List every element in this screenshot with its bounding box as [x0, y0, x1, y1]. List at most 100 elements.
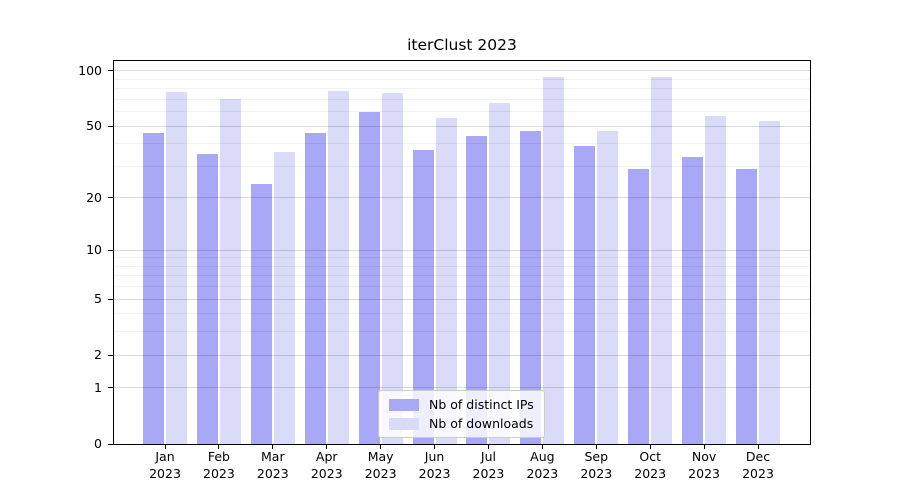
- legend: Nb of distinct IPs Nb of downloads: [378, 390, 545, 438]
- x-tick-mark: [434, 445, 436, 449]
- x-tick-label: May 2023: [349, 449, 413, 482]
- x-tick-label-month: May: [367, 449, 394, 464]
- x-tick-mark: [487, 445, 489, 449]
- y-tick-label: 2: [94, 347, 102, 363]
- bar-downloads-jul: [489, 102, 511, 444]
- x-tick-label-year: 2023: [526, 465, 559, 481]
- x-tick-label-month: Jun: [424, 449, 445, 464]
- gridline-major: [114, 70, 810, 72]
- x-tick-mark: [541, 445, 543, 449]
- bar-downloads-aug: [543, 77, 565, 444]
- bar-downloads-nov: [705, 115, 727, 444]
- bar-downloads-apr: [327, 90, 349, 444]
- x-tick-label-month: Mar: [261, 449, 285, 464]
- legend-item-downloads: Nb of downloads: [387, 414, 536, 433]
- gridline-minor: [114, 98, 810, 100]
- bar-downloads-oct: [651, 77, 673, 444]
- y-tick-label: 10: [86, 242, 102, 258]
- x-tick-label-year: 2023: [149, 465, 181, 481]
- x-tick-label-month: Feb: [207, 449, 230, 464]
- x-tick-label: Nov 2023: [672, 449, 736, 482]
- bar-distinct-ips-jul: [466, 136, 488, 444]
- y-tick-mark: [108, 249, 113, 251]
- x-tick-mark: [649, 445, 651, 449]
- x-tick-label-year: 2023: [418, 465, 451, 481]
- bar-distinct-ips-aug: [520, 130, 542, 444]
- x-tick-label-year: 2023: [203, 465, 235, 481]
- x-tick-label-year: 2023: [742, 465, 774, 481]
- y-tick-mark: [108, 298, 113, 300]
- x-tick-label-year: 2023: [310, 465, 343, 481]
- y-tick-mark: [108, 70, 113, 72]
- y-tick-mark: [108, 197, 113, 199]
- x-tick-label: Dec 2023: [726, 449, 790, 482]
- bar-distinct-ips-feb: [196, 154, 218, 444]
- x-tick-label-month: Dec: [745, 449, 771, 464]
- x-tick-mark: [595, 445, 597, 449]
- bar-distinct-ips-mar: [250, 183, 272, 444]
- bar-distinct-ips-may: [358, 111, 380, 444]
- bar-downloads-feb: [219, 99, 241, 444]
- bar-downloads-mar: [273, 152, 295, 444]
- bar-distinct-ips-jun: [412, 149, 434, 444]
- gridline-minor: [114, 88, 810, 90]
- x-tick-label: Feb 2023: [187, 449, 251, 482]
- x-tick-label-year: 2023: [364, 465, 397, 481]
- x-tick-mark: [326, 445, 328, 449]
- y-tick-label: 0: [94, 436, 102, 451]
- x-tick-label-month: Jul: [480, 449, 496, 464]
- x-tick-mark: [272, 445, 274, 449]
- x-tick-label: Jan 2023: [133, 449, 197, 482]
- x-tick-label-month: Nov: [691, 449, 717, 464]
- legend-label-distinct-ips: Nb of distinct IPs: [429, 397, 534, 412]
- bar-downloads-may: [381, 92, 403, 444]
- x-tick-mark: [757, 445, 759, 449]
- bar-downloads-sep: [597, 130, 619, 444]
- x-tick-mark: [703, 445, 705, 449]
- x-tick-label: Jun 2023: [403, 449, 467, 482]
- x-tick-label: Apr 2023: [295, 449, 359, 482]
- bar-distinct-ips-dec: [736, 168, 757, 444]
- bar-downloads-jan: [166, 91, 187, 444]
- chart-title: iterClust 2023: [407, 36, 517, 54]
- x-tick-label-month: Apr: [315, 449, 338, 464]
- x-tick-label-year: 2023: [634, 465, 667, 481]
- x-tick-label: Oct 2023: [618, 449, 682, 482]
- legend-swatch-distinct-ips: [389, 398, 419, 411]
- legend-label-downloads: Nb of downloads: [429, 416, 534, 431]
- legend-item-distinct-ips: Nb of distinct IPs: [387, 395, 536, 414]
- x-tick-label: Mar 2023: [241, 449, 305, 482]
- x-tick-mark: [164, 445, 166, 449]
- bar-distinct-ips-sep: [574, 145, 596, 444]
- x-tick-label-year: 2023: [256, 465, 289, 481]
- y-tick-label: 100: [78, 62, 102, 78]
- y-tick-label: 5: [94, 291, 102, 307]
- x-tick-label: Aug 2023: [510, 449, 574, 482]
- y-tick-label: 1: [94, 379, 102, 395]
- y-tick-mark: [108, 125, 113, 127]
- x-tick-label-month: Oct: [639, 449, 661, 464]
- bar-distinct-ips-jan: [143, 132, 164, 444]
- y-tick-mark: [108, 354, 113, 356]
- bar-downloads-dec: [759, 121, 780, 444]
- y-tick-label: 50: [86, 118, 102, 134]
- y-tick-mark: [108, 443, 113, 445]
- x-tick-label-month: Aug: [530, 449, 555, 464]
- x-tick-mark: [218, 445, 220, 449]
- gridline-minor: [114, 111, 810, 113]
- y-tick-label: 20: [86, 189, 102, 205]
- x-tick-label-year: 2023: [688, 465, 720, 481]
- x-tick-label-year: 2023: [472, 465, 505, 481]
- y-tick-mark: [108, 387, 113, 389]
- x-tick-label: Jul 2023: [456, 449, 520, 482]
- bar-downloads-jun: [435, 118, 457, 444]
- x-tick-label-year: 2023: [580, 465, 613, 481]
- bar-distinct-ips-oct: [628, 168, 650, 444]
- plot-area: [113, 60, 811, 445]
- bar-distinct-ips-apr: [304, 132, 326, 444]
- x-tick-mark: [380, 445, 382, 449]
- x-tick-label-month: Sep: [584, 449, 609, 464]
- bar-distinct-ips-nov: [682, 156, 704, 444]
- legend-swatch-downloads: [389, 417, 419, 430]
